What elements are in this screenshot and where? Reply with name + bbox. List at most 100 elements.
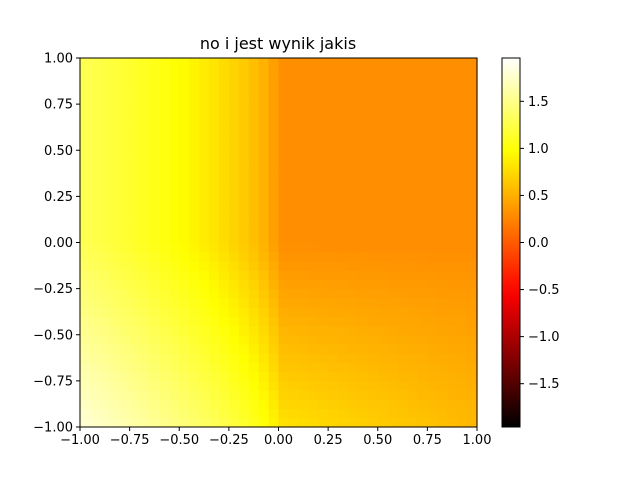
heatmap-cell <box>338 307 349 317</box>
heatmap-cell <box>268 205 280 216</box>
heatmap-cell <box>387 196 399 207</box>
heatmap-cell <box>80 122 91 133</box>
heatmap-cell <box>467 390 478 400</box>
heatmap-cell <box>159 233 170 244</box>
heatmap-cell <box>318 104 329 114</box>
x-tick-label: 0.25 <box>314 433 343 448</box>
heatmap-cell <box>417 251 428 262</box>
heatmap-cell <box>457 270 468 280</box>
heatmap-cell <box>258 343 270 354</box>
heatmap-cell <box>119 279 131 290</box>
heatmap-cell <box>407 214 419 225</box>
heatmap-cell <box>89 380 101 391</box>
heatmap-cell <box>427 58 438 68</box>
heatmap-cell <box>387 325 399 336</box>
heatmap-cell <box>288 67 299 78</box>
heatmap-cell <box>417 279 428 290</box>
heatmap-cell <box>318 343 329 354</box>
heatmap-cell <box>139 251 151 262</box>
heatmap-cell <box>238 242 250 253</box>
heatmap-cell <box>139 85 151 96</box>
heatmap-cell <box>179 316 190 327</box>
heatmap-cell <box>268 408 280 419</box>
heatmap-cell <box>199 307 210 317</box>
heatmap-cell <box>308 224 319 234</box>
heatmap-cell <box>248 67 260 78</box>
heatmap-cell <box>268 242 280 253</box>
heatmap-cell <box>447 94 458 105</box>
heatmap-cell <box>328 408 339 419</box>
x-tick-label: −0.25 <box>209 433 249 448</box>
heatmap-cell <box>228 316 240 327</box>
heatmap-cell <box>357 159 369 170</box>
heatmap-cell <box>318 325 329 336</box>
heatmap-cell <box>427 251 438 262</box>
heatmap-cell <box>437 251 448 262</box>
heatmap-cell <box>99 270 111 280</box>
heatmap-cell <box>139 67 151 78</box>
heatmap-cell <box>189 141 200 151</box>
heatmap-cell <box>109 270 121 280</box>
heatmap-cell <box>427 399 438 410</box>
heatmap-cell <box>298 380 309 391</box>
heatmap-cell <box>149 251 161 262</box>
heatmap-cell <box>228 58 240 68</box>
heatmap-cell <box>397 159 409 170</box>
heatmap-cell <box>338 131 349 142</box>
heatmap-cell <box>268 104 280 114</box>
heatmap-cell <box>278 168 290 179</box>
heatmap-cell <box>278 242 290 253</box>
heatmap-cell <box>109 279 121 290</box>
heatmap-cell <box>357 196 369 207</box>
heatmap-cell <box>248 104 260 114</box>
heatmap-cell <box>338 224 349 234</box>
heatmap-cell <box>417 343 428 354</box>
heatmap-cell <box>417 94 428 105</box>
heatmap-cell <box>377 67 389 78</box>
heatmap-cell <box>308 214 319 225</box>
heatmap-cell <box>387 316 399 327</box>
heatmap-cell <box>387 131 399 142</box>
heatmap-cell <box>209 224 220 234</box>
heatmap-cell <box>338 399 349 410</box>
heatmap-cell <box>248 177 260 188</box>
heatmap-cell <box>159 205 170 216</box>
heatmap-cell <box>457 408 468 419</box>
heatmap-cell <box>99 334 111 345</box>
heatmap-cell <box>89 260 101 271</box>
heatmap-cell <box>288 214 299 225</box>
heatmap-cell <box>129 380 141 391</box>
heatmap-cell <box>149 205 161 216</box>
heatmap-cell <box>139 270 151 280</box>
heatmap-cell <box>258 67 270 78</box>
heatmap-cell <box>278 131 290 142</box>
heatmap-cell <box>407 242 419 253</box>
heatmap-cell <box>89 343 101 354</box>
heatmap-cell <box>367 279 379 290</box>
heatmap-cell <box>139 177 151 188</box>
heatmap-cell <box>397 224 409 234</box>
heatmap-cell <box>228 104 240 114</box>
heatmap-cell <box>129 362 141 373</box>
heatmap-cell <box>248 131 260 142</box>
heatmap-cell <box>407 159 419 170</box>
heatmap-cell <box>258 168 270 179</box>
heatmap-cell <box>417 67 428 78</box>
heatmap-cell <box>367 353 379 364</box>
heatmap-cell <box>189 334 200 345</box>
heatmap-cell <box>89 307 101 317</box>
heatmap-cell <box>89 150 101 161</box>
heatmap-cell <box>189 233 200 244</box>
heatmap-cell <box>89 399 101 410</box>
heatmap-cell <box>357 343 369 354</box>
heatmap-cell <box>89 94 101 105</box>
heatmap-cell <box>278 76 290 87</box>
heatmap-cell <box>268 233 280 244</box>
heatmap-cell <box>457 177 468 188</box>
heatmap-cell <box>109 325 121 336</box>
heatmap-cell <box>367 325 379 336</box>
heatmap-cell <box>179 242 190 253</box>
heatmap-cell <box>238 279 250 290</box>
heatmap-cell <box>467 242 478 253</box>
heatmap-cell <box>179 104 190 114</box>
